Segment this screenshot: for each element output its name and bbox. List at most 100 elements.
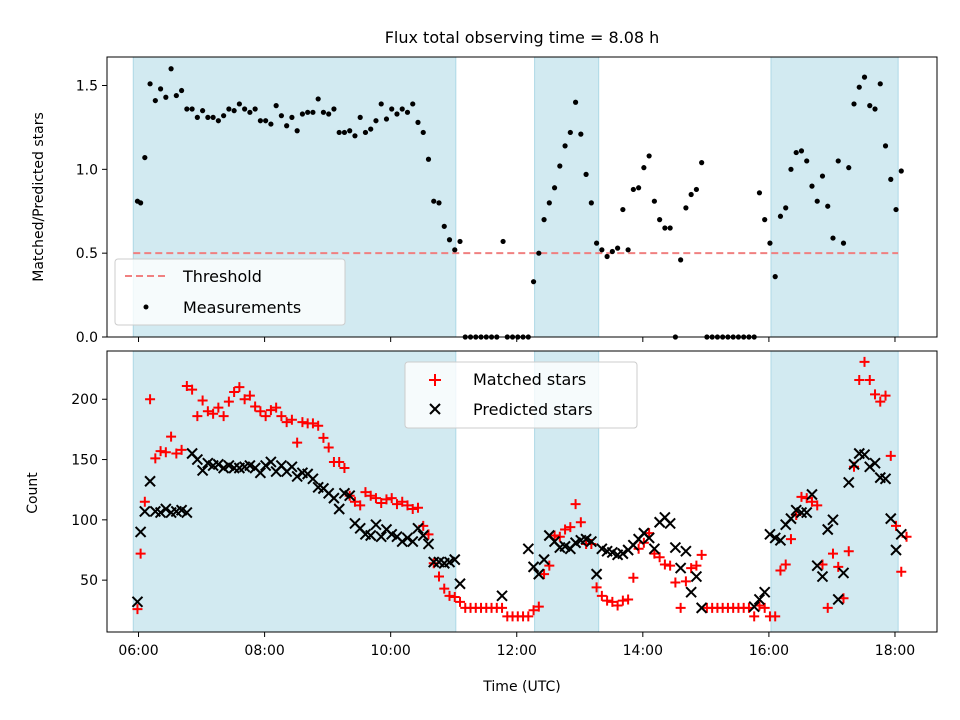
y-tick-label: 1.5 <box>76 79 98 95</box>
measurement-point <box>431 198 437 204</box>
measurement-point <box>825 203 831 209</box>
predicted-star-point <box>333 503 345 515</box>
matched-star-point <box>617 595 628 606</box>
shaded-interval-1 <box>534 56 600 338</box>
matched-star-point <box>265 405 276 416</box>
matched-star-point <box>670 577 681 588</box>
predicted-star-point <box>869 457 881 469</box>
matched-star-point <box>833 561 844 572</box>
matched-star-point <box>292 437 303 448</box>
matched-star-point <box>549 530 560 541</box>
matched-star-point <box>323 442 334 453</box>
measurement-point <box>138 200 144 206</box>
matched-star-point <box>796 491 807 502</box>
predicted-star-point <box>685 586 697 598</box>
measurement-point <box>572 99 579 105</box>
bottom-legend: Matched stars Predicted stars <box>404 361 638 429</box>
top-legend-box <box>114 258 346 326</box>
y-tick-label: 150 <box>71 453 98 469</box>
matched-star-point <box>171 448 182 459</box>
measurement-point <box>147 81 153 87</box>
top-axes-frame <box>106 56 938 338</box>
matched-star-point <box>176 444 187 455</box>
matched-star-point <box>544 560 555 571</box>
predicted-star-point <box>848 458 860 471</box>
matched-star-point <box>680 576 691 587</box>
x-tick-label: 10:00 <box>370 643 410 659</box>
predicted-star-point <box>522 543 535 555</box>
predicted-star-point <box>590 568 603 580</box>
matched-star-point <box>255 406 266 417</box>
legend-threshold-label: Threshold <box>182 267 262 286</box>
matched-star-point <box>202 406 213 417</box>
measurement-point <box>441 223 447 229</box>
predicted-star-point <box>286 461 298 473</box>
predicted-star-point <box>533 568 545 580</box>
predicted-star-point <box>259 459 272 472</box>
matched-star-point <box>239 394 250 405</box>
matched-star-point <box>181 380 192 391</box>
matched-stars-points <box>132 356 912 622</box>
matched-star-point <box>244 390 255 401</box>
measurement-point <box>352 133 358 139</box>
predicted-star-point <box>191 453 204 466</box>
measurement-point <box>609 248 615 255</box>
measurement-point <box>651 198 657 204</box>
measurement-point <box>562 143 568 149</box>
matched-star-point <box>155 446 166 457</box>
predicted-star-point <box>748 600 760 613</box>
matched-star-point <box>444 590 455 601</box>
predicted-star-point <box>774 534 787 547</box>
predicted-star-point <box>370 518 382 531</box>
legend-matched-label: Matched stars <box>473 370 586 389</box>
matched-star-point <box>801 493 812 504</box>
matched-star-point <box>208 408 219 419</box>
measurement-point <box>835 158 841 164</box>
measurement-point <box>615 245 621 251</box>
legend-predicted-swatch <box>429 403 441 415</box>
matched-star-point <box>528 605 539 616</box>
matched-star-point <box>197 395 208 406</box>
measurement-point <box>861 74 868 80</box>
measurement-point <box>200 108 206 114</box>
measurement-point <box>378 101 384 107</box>
matched-star-point <box>596 590 607 601</box>
matched-star-point <box>276 411 287 422</box>
matched-star-point <box>638 537 649 548</box>
measurement-point <box>646 153 652 159</box>
measurement-point <box>657 217 663 223</box>
matched-star-point <box>150 453 161 464</box>
top-x-ticks <box>138 337 896 342</box>
matched-star-point <box>339 462 350 473</box>
matched-star-point <box>623 594 634 605</box>
measurement-point <box>567 129 573 136</box>
y-tick-label: 50 <box>80 573 98 589</box>
y-tick-label: 200 <box>71 392 98 408</box>
measurement-point <box>699 160 705 166</box>
predicted-star-point <box>758 586 771 598</box>
matched-star-point <box>691 560 702 571</box>
matched-star-point <box>297 417 308 428</box>
matched-star-point <box>439 583 450 594</box>
measurement-point <box>210 114 216 120</box>
legend-measurements-label: Measurements <box>183 298 301 317</box>
measurement-point <box>783 205 789 211</box>
count-panel: 50 100 150 200 06:00 08:00 10:00 12:00 14:00 16:… <box>25 350 938 695</box>
matched-star-point <box>497 602 508 613</box>
measurement-point <box>500 238 506 245</box>
x-axis-label: Time (UTC) <box>482 679 560 695</box>
measurement-point <box>273 103 279 109</box>
matched-star-point <box>523 611 534 622</box>
matched-star-point <box>675 602 686 613</box>
matched-star-point <box>223 396 234 407</box>
measurement-point <box>247 109 253 115</box>
predicted-star-point <box>822 523 834 536</box>
matched-star-point <box>649 548 660 559</box>
matched-star-point <box>560 524 571 535</box>
measurement-point <box>557 163 563 169</box>
measurement-point <box>399 106 405 112</box>
legend-measurements-swatch <box>143 304 149 310</box>
measurement-point <box>341 129 348 136</box>
predicted-star-point <box>291 470 303 483</box>
